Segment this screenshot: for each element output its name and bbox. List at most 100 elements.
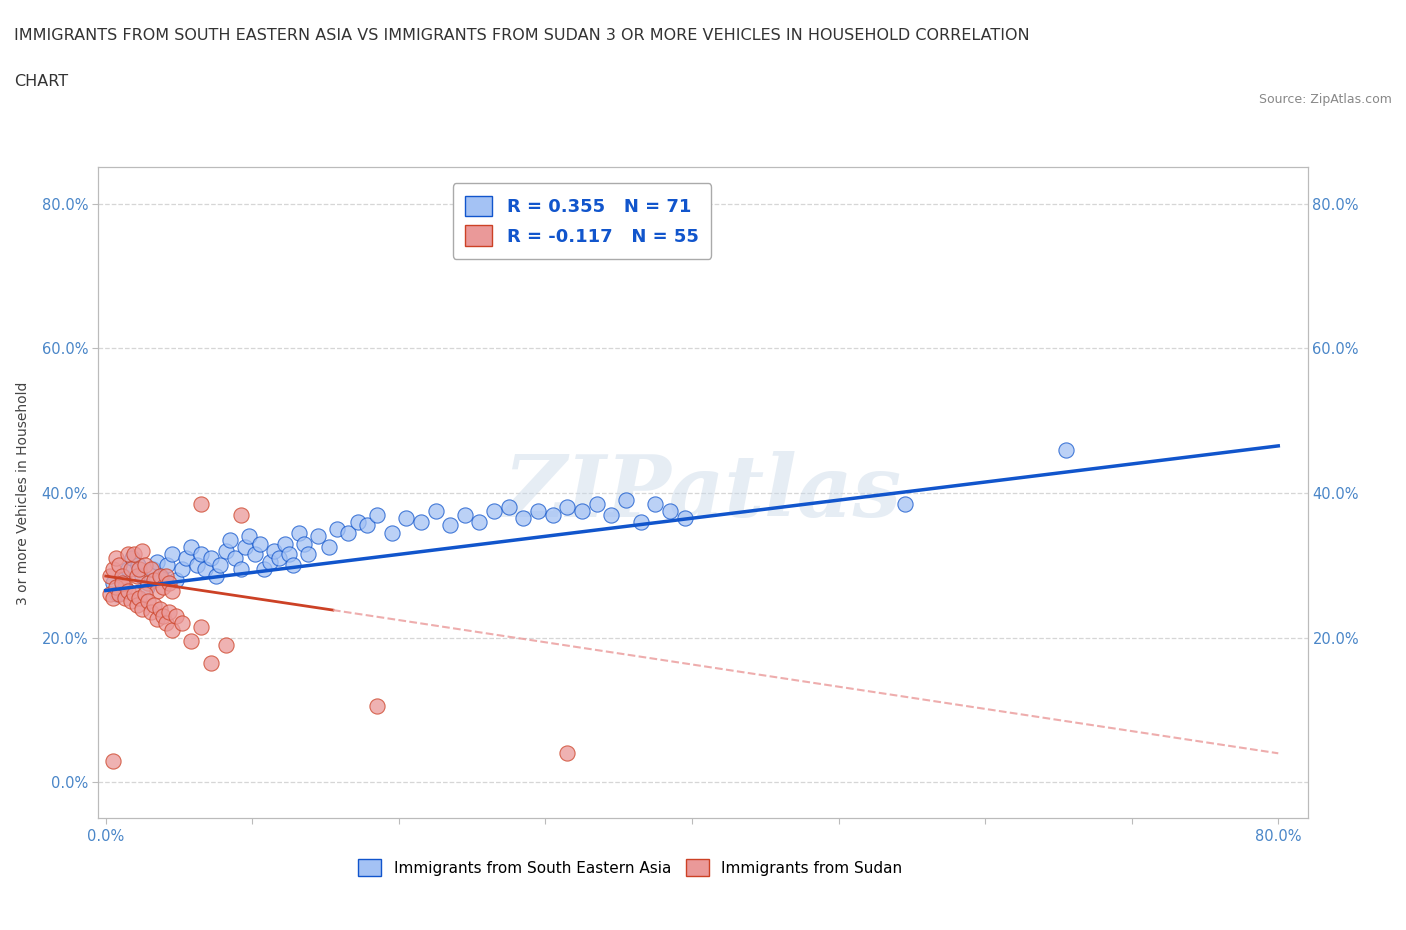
Point [155,568,177,583]
Point [644,497,666,512]
Point [233,539,256,554]
Point [229,562,252,577]
Point [180,633,202,648]
Point [215,637,238,652]
Point [160,547,183,562]
Point [141,562,163,577]
Point [165,572,187,587]
Point [204,568,226,583]
Point [190,547,212,562]
Point [155,616,177,631]
Point [278,547,301,562]
Point [176,551,198,565]
Point [170,562,193,577]
Point [156,558,179,573]
Point [117,562,139,577]
Point [152,579,174,594]
Point [263,543,285,558]
Point [160,623,183,638]
Point [131,601,153,616]
Point [165,608,187,623]
Point [152,608,174,623]
Point [134,558,156,573]
Point [1054,442,1077,457]
Point [673,511,696,525]
Point [200,551,222,565]
Point [101,753,124,768]
Point [292,536,315,551]
Point [200,656,222,671]
Point [541,507,564,522]
Point [149,601,172,616]
Point [150,568,173,583]
Point [146,612,169,627]
Point [366,698,388,713]
Point [180,539,202,554]
Point [107,587,129,602]
Point [134,587,156,602]
Point [125,568,148,583]
Point [659,503,682,518]
Point [482,503,505,518]
Text: ZIPatlas: ZIPatlas [503,451,903,535]
Point [219,533,242,548]
Point [121,551,143,565]
Point [128,591,150,605]
Point [131,568,153,583]
Point [114,579,136,594]
Point [98,568,121,583]
Point [122,547,145,562]
Point [249,536,271,551]
Point [105,579,128,594]
Point [600,507,623,522]
Point [380,525,402,540]
Point [585,497,607,512]
Point [439,518,461,533]
Point [366,507,388,522]
Point [454,507,477,522]
Point [122,587,145,602]
Point [557,746,579,761]
Point [347,514,370,529]
Point [136,594,159,609]
Point [273,536,295,551]
Point [614,493,637,508]
Point [135,579,157,594]
Point [194,562,217,577]
Point [141,604,163,619]
Point [409,514,432,529]
Point [267,551,290,565]
Point [101,562,124,577]
Point [238,529,260,544]
Point [557,500,579,515]
Point [142,562,165,577]
Point [128,562,150,577]
Point [209,558,232,573]
Point [157,576,180,591]
Point [112,568,135,583]
Point [283,558,305,573]
Y-axis label: 3 or more Vehicles in Household: 3 or more Vehicles in Household [17,381,31,604]
Point [117,583,139,598]
Point [297,547,319,562]
Point [224,551,246,565]
Point [229,507,252,522]
Point [157,604,180,619]
Point [117,547,139,562]
Point [108,558,131,573]
Point [125,598,148,613]
Text: IMMIGRANTS FROM SOUTH EASTERN ASIA VS IMMIGRANTS FROM SUDAN 3 OR MORE VEHICLES I: IMMIGRANTS FROM SOUTH EASTERN ASIA VS IM… [14,28,1029,43]
Point [149,568,172,583]
Point [120,562,142,577]
Point [190,497,212,512]
Point [170,616,193,631]
Point [307,529,329,544]
Point [571,503,593,518]
Text: CHART: CHART [14,74,67,89]
Point [101,591,124,605]
Point [215,543,238,558]
Point [190,619,212,634]
Point [111,568,134,583]
Point [527,503,550,518]
Point [356,518,378,533]
